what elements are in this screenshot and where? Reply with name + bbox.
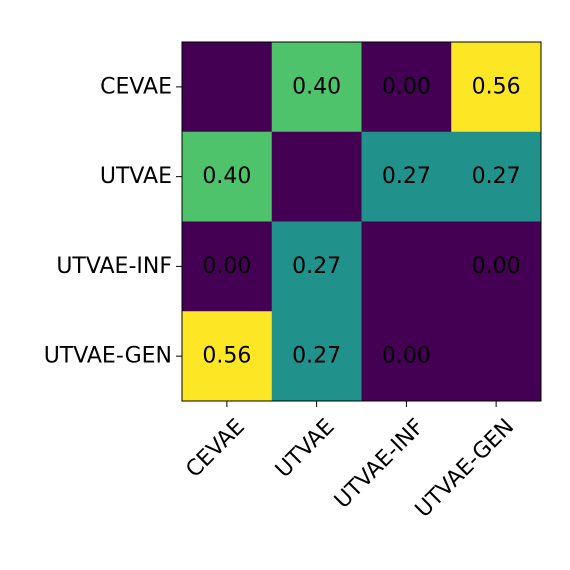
heatmap-cell-1-2 bbox=[361, 131, 452, 222]
y-tick-label: UTVAE bbox=[100, 164, 172, 189]
cell-value-label-2-3: 0.00 bbox=[472, 254, 521, 279]
heatmap-cell-2-0 bbox=[182, 221, 273, 312]
heatmap-cell-3-1 bbox=[271, 311, 362, 402]
heatmap-cell-0-0 bbox=[182, 42, 273, 133]
y-tick-label: CEVAE bbox=[100, 74, 172, 99]
heatmap-cell-3-3 bbox=[451, 311, 542, 402]
heatmap-cell-1-0 bbox=[182, 131, 273, 222]
cell-value-label-2-0: 0.00 bbox=[202, 254, 251, 279]
cell-value-label-1-2: 0.27 bbox=[382, 164, 431, 189]
heatmap-cells bbox=[182, 42, 542, 402]
heatmap-cell-2-3 bbox=[451, 221, 542, 312]
cell-value-label-2-1: 0.27 bbox=[292, 254, 341, 279]
cell-value-label-3-0: 0.56 bbox=[202, 344, 251, 369]
heatmap-cell-3-0 bbox=[182, 311, 273, 402]
heatmap-cell-0-2 bbox=[361, 42, 452, 133]
cell-value-label-3-2: 0.00 bbox=[382, 344, 431, 369]
heatmap-cell-0-3 bbox=[451, 42, 542, 133]
cell-value-label-0-2: 0.00 bbox=[382, 74, 431, 99]
y-tick-label: UTVAE-INF bbox=[56, 254, 172, 279]
heatmap-cell-0-1 bbox=[271, 42, 362, 133]
heatmap-cell-2-1 bbox=[271, 221, 362, 312]
x-tick-label: CEVAE bbox=[181, 414, 249, 482]
cell-value-label-1-0: 0.40 bbox=[202, 164, 251, 189]
heatmap-cell-1-1 bbox=[271, 131, 362, 222]
cell-value-label-0-3: 0.56 bbox=[472, 74, 521, 99]
cell-value-label-3-1: 0.27 bbox=[292, 344, 341, 369]
x-tick-label: UTVAE-INF bbox=[330, 414, 429, 513]
heatmap-cell-1-3 bbox=[451, 131, 542, 222]
x-tick-label: UTVAE bbox=[271, 414, 340, 483]
y-axis: CEVAE UTVAE UTVAE-INF UTVAE-GEN bbox=[44, 74, 182, 369]
heatmap-cell-labels: 0.40 0.00 0.56 0.40 0.27 0.27 0.00 0.27 0.00 0.56… bbox=[202, 74, 520, 368]
heatmap-cell-3-2 bbox=[361, 311, 452, 402]
heatmap-cell-2-2 bbox=[361, 221, 452, 312]
plot-frame bbox=[181, 41, 542, 402]
cell-value-label-0-1: 0.40 bbox=[292, 74, 341, 99]
cell-value-label-1-3: 0.27 bbox=[472, 164, 521, 189]
y-tick-label: UTVAE-GEN bbox=[44, 344, 172, 369]
